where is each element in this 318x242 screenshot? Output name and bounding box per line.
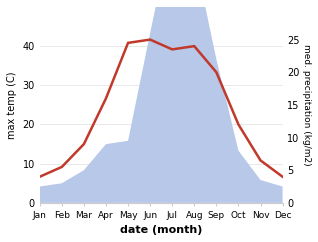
Y-axis label: max temp (C): max temp (C) — [7, 71, 17, 139]
X-axis label: date (month): date (month) — [120, 225, 202, 235]
Y-axis label: med. precipitation (kg/m2): med. precipitation (kg/m2) — [302, 44, 311, 166]
